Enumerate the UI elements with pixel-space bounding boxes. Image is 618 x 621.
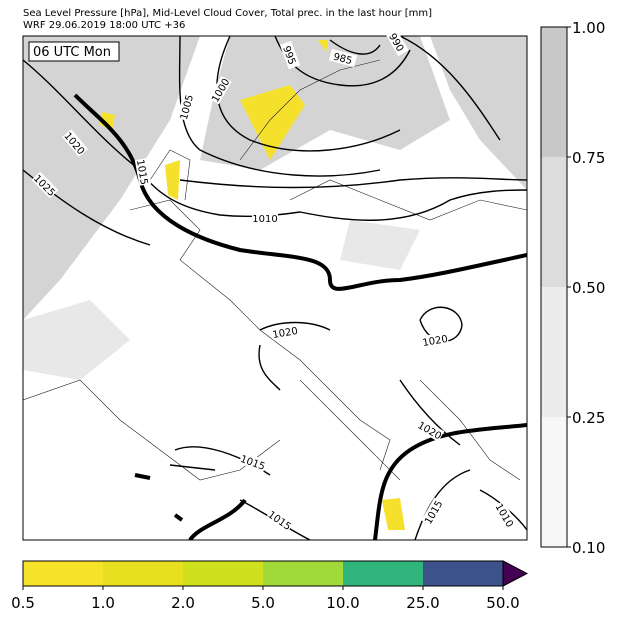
map: 06 UTC Mon 995 98599010001005102010251015… bbox=[22, 27, 528, 541]
contour-label: 985 bbox=[332, 52, 353, 68]
colorbar-segment bbox=[103, 561, 183, 586]
contour-label-bg bbox=[493, 500, 517, 530]
contour-label-bg bbox=[279, 40, 301, 70]
colorbar-segment bbox=[541, 287, 567, 417]
contour-label-bg bbox=[252, 212, 278, 224]
colorbar-tick-label: 0.75 bbox=[572, 149, 605, 167]
contour-label: 1015 bbox=[134, 159, 149, 186]
contour-label-bg bbox=[176, 92, 196, 122]
contour-label: 1010 bbox=[252, 214, 277, 225]
colorbar-segment bbox=[343, 561, 423, 586]
contour-label-bg bbox=[208, 75, 232, 105]
contour-label: 1020 bbox=[272, 326, 299, 341]
colorbar-segment bbox=[423, 561, 503, 586]
colorbar-tick-label: 10.0 bbox=[326, 594, 359, 612]
colorbar-tick-label: 0.25 bbox=[572, 409, 605, 427]
contour-label-bg bbox=[238, 451, 268, 473]
colorbar-segment bbox=[541, 417, 567, 547]
contour-label-bg bbox=[328, 48, 358, 68]
contour-label-bg bbox=[31, 171, 59, 199]
colorbar-tick-label: 25.0 bbox=[406, 594, 439, 612]
colorbar-segment bbox=[183, 561, 263, 586]
contour-label-bg bbox=[271, 323, 299, 341]
colorbar-tick-label: 2.0 bbox=[171, 594, 195, 612]
contour-label-bg bbox=[415, 418, 445, 442]
colorbar-extend bbox=[502, 560, 529, 587]
header-line: Sea Level Pressure [hPa], Mid-Level Clou… bbox=[23, 8, 432, 19]
colorbar-segment bbox=[541, 157, 567, 287]
colorbar-tick-label: 0.10 bbox=[572, 539, 605, 557]
precip-colorbar: 0.5 1.0 2.0 5.0 10.0 25.0 50.0 bbox=[11, 560, 529, 612]
colorbar-tick-label: 1.00 bbox=[572, 19, 605, 37]
contour-label-bg bbox=[265, 507, 295, 533]
contour-label: 1020 bbox=[422, 334, 449, 349]
colorbar-segment bbox=[23, 561, 103, 586]
colorbar-tick-label: 1.0 bbox=[91, 594, 115, 612]
cloud-colorbar: 1.00 0.75 0.50 0.25 0.10 bbox=[540, 19, 605, 557]
header-line: WRF 29.06.2019 18:00 UTC +36 bbox=[23, 20, 185, 31]
contour-label-bg bbox=[385, 27, 409, 57]
colorbar-tick-label: 0.50 bbox=[572, 279, 605, 297]
colorbar-segment bbox=[263, 561, 343, 586]
contour-label-bg bbox=[421, 497, 445, 527]
colorbar-tick-label: 0.5 bbox=[11, 594, 35, 612]
colorbar-tick-label: 50.0 bbox=[486, 594, 519, 612]
colorbar-tick-label: 5.0 bbox=[251, 594, 275, 612]
contour-label-bg bbox=[62, 129, 88, 157]
time-label: 06 UTC Mon bbox=[33, 45, 111, 60]
contour-label-bg bbox=[134, 158, 152, 186]
contour-label-bg bbox=[421, 331, 449, 349]
colorbar-segment bbox=[541, 27, 567, 157]
